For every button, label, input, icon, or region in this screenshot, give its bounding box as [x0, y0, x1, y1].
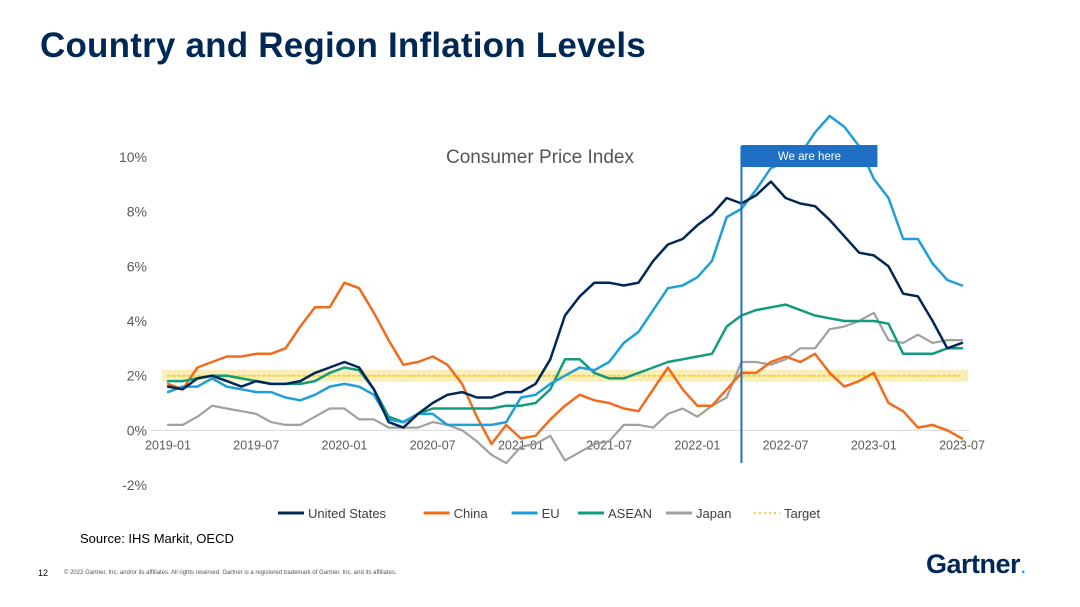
x-tick-label: 2021-01 — [498, 438, 544, 452]
x-tick-label: 2023-07 — [939, 438, 985, 452]
x-tick-label: 2020-07 — [410, 438, 456, 452]
chart-title: Consumer Price Index — [446, 147, 634, 168]
y-tick-label: 6% — [127, 258, 147, 274]
legend-label: EU — [542, 506, 560, 521]
copyright-notice: © 2022 Gartner, Inc. and/or its affiliat… — [64, 570, 397, 576]
legend-item-china: China — [423, 506, 489, 521]
legend-label: Japan — [696, 506, 731, 521]
series-line-asean — [166, 303, 964, 424]
logo-text: Gartner — [926, 549, 1021, 579]
we-are-here-label: We are here — [778, 151, 841, 163]
series-lines — [166, 114, 964, 465]
slide-title: Country and Region Inflation Levels — [40, 26, 646, 65]
series-line-japan — [166, 311, 964, 465]
y-axis-tick-labels: -2% 0% 2% 4% 6% 8% 10% — [119, 149, 147, 493]
legend-label: Target — [784, 506, 821, 521]
y-tick-label: 0% — [127, 422, 147, 438]
y-tick-label: 8% — [127, 204, 147, 220]
legend-item-asean: ASEAN — [578, 506, 652, 521]
x-axis-tick-labels: 2019-01 2019-07 2020-01 2020-07 2021-01 2021-… — [145, 438, 985, 452]
series-line-united-states — [166, 180, 964, 429]
legend-label: United States — [308, 506, 387, 521]
x-tick-label: 2019-07 — [233, 438, 279, 452]
x-tick-label: 2020-01 — [322, 438, 368, 452]
logo-mark: . — [1021, 560, 1025, 577]
y-tick-label: 10% — [119, 149, 147, 165]
we-are-here-box — [741, 145, 878, 167]
source-note: Source: IHS Markit, OECD — [80, 531, 234, 546]
y-tick-label: 2% — [127, 368, 147, 384]
legend-item-target: Target — [754, 506, 821, 521]
legend-label: ASEAN — [608, 506, 652, 521]
y-tick-label: 4% — [127, 313, 147, 329]
x-tick-label: 2019-01 — [145, 438, 191, 452]
cpi-line-chart: Consumer Price Index -2% 0% 2% 4% 6% 8% 10% 20… — [119, 114, 985, 521]
page-number: 12 — [38, 568, 49, 578]
legend-item-japan: Japan — [666, 506, 731, 521]
series-line-eu — [166, 114, 964, 427]
legend-item-united-states: United States — [278, 506, 387, 521]
legend-item-eu: EU — [511, 506, 560, 521]
x-tick-label: 2023-01 — [851, 438, 897, 452]
x-tick-label: 2021-07 — [586, 438, 632, 452]
gartner-logo: Gartner. — [926, 549, 1025, 580]
y-tick-label: -2% — [122, 477, 147, 493]
we-are-here-marker-group: We are here — [740, 145, 878, 463]
series-line-china — [166, 281, 964, 446]
x-tick-label: 2022-07 — [763, 438, 809, 452]
x-tick-label: 2022-01 — [674, 438, 720, 452]
chart-legend: United States China EU ASEAN Japan Target — [278, 506, 821, 521]
legend-label: China — [454, 506, 489, 521]
